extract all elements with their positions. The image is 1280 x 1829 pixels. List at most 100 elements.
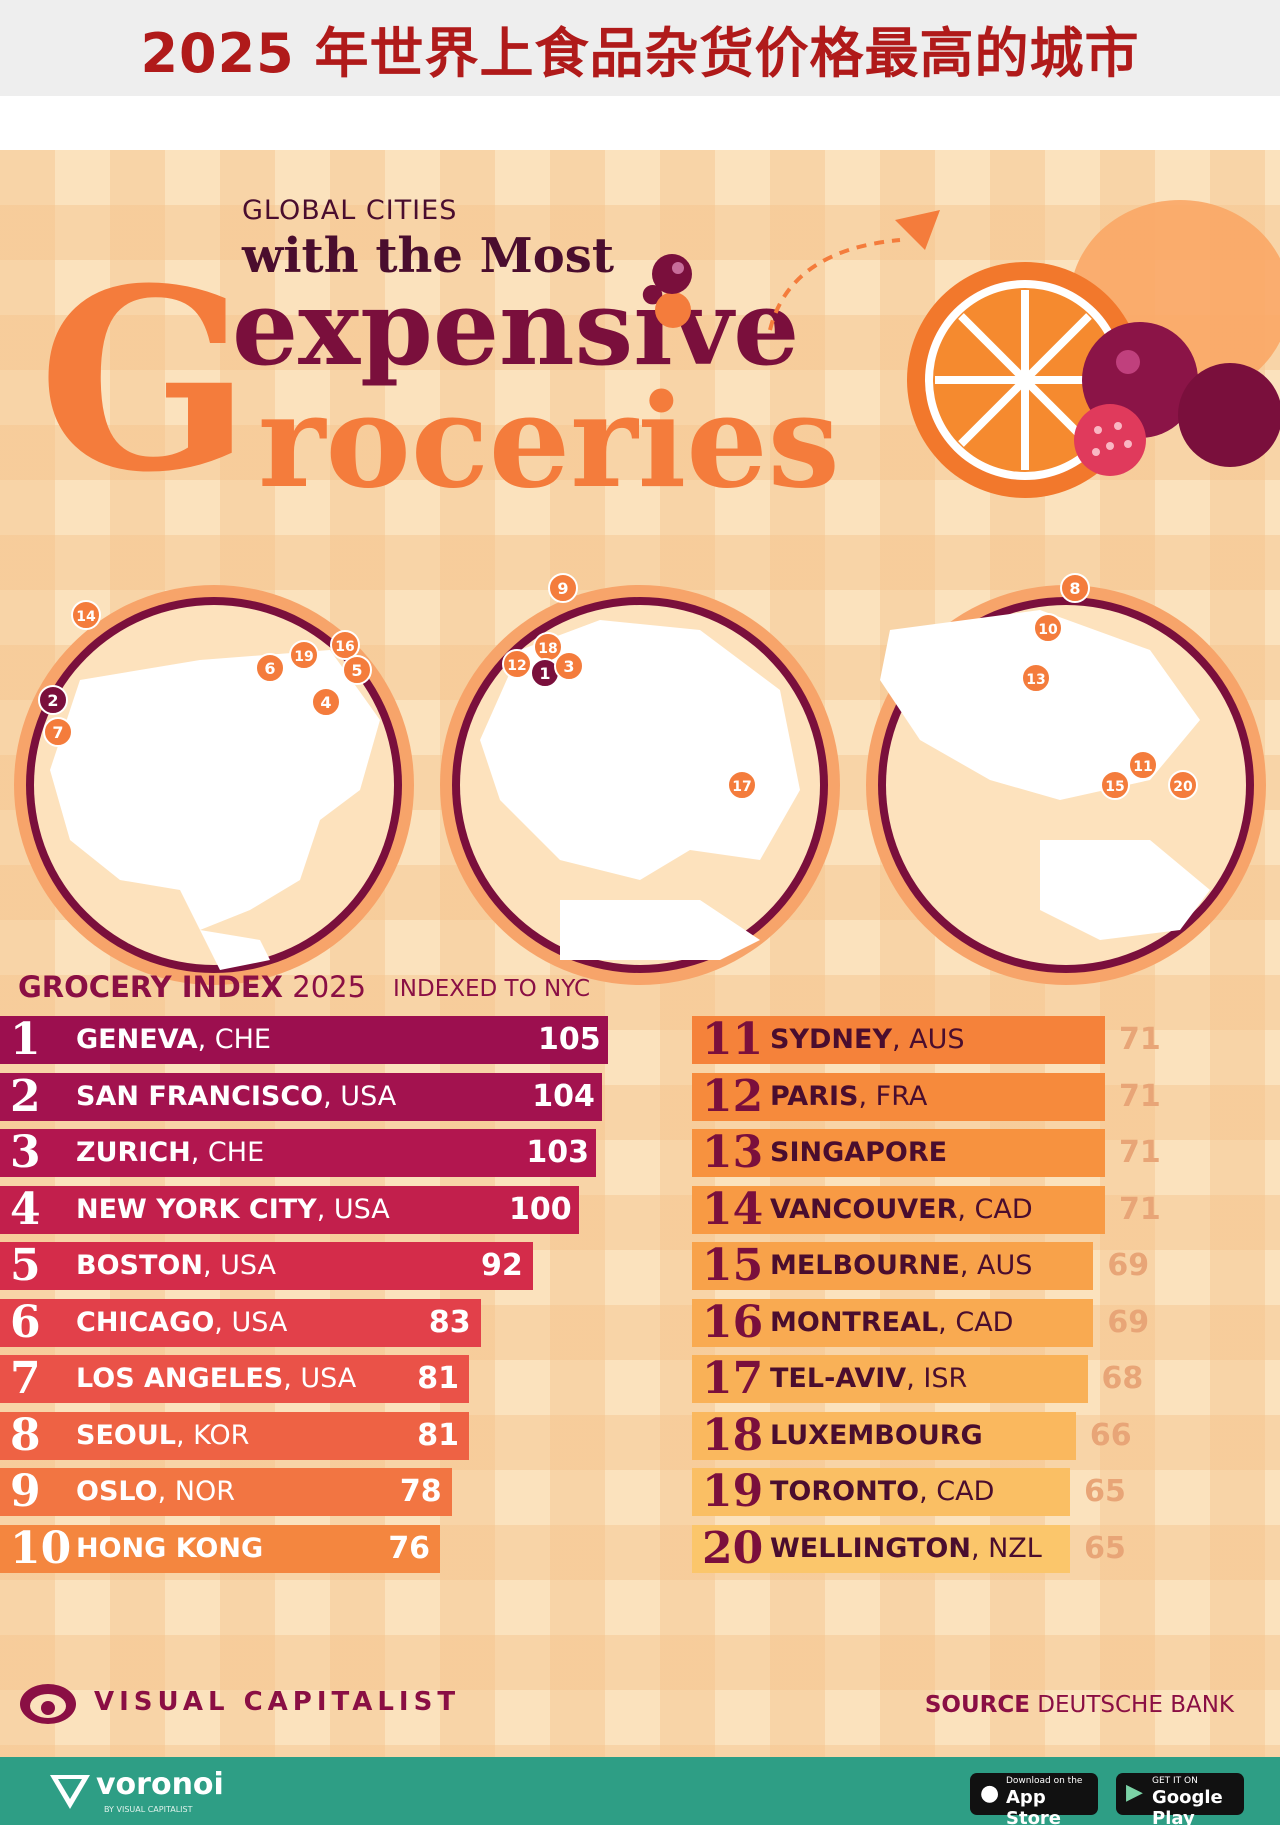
map-marker-label: 7	[52, 723, 63, 742]
bar-rank-16: 16	[702, 1296, 764, 1348]
bar-rank-5: 5	[10, 1240, 41, 1291]
map-marker-label: 8	[1069, 579, 1080, 598]
bar-7	[0, 1355, 470, 1403]
bar-15	[692, 1242, 1094, 1290]
bar-city-label: SYDNEY, AUS	[770, 1024, 965, 1055]
source-value: DEUTSCHE BANK	[1037, 1692, 1234, 1718]
map-marker-2	[38, 685, 68, 715]
bar-9	[0, 1468, 452, 1516]
app-store-small: Download on the	[1006, 1776, 1083, 1786]
bar-rank-13: 13	[702, 1127, 764, 1178]
map-marker-20	[1168, 770, 1198, 800]
bar-5	[0, 1242, 533, 1290]
bar-value-label: 69	[1107, 1248, 1150, 1283]
map-marker-17	[727, 770, 757, 800]
dashed-arrow	[768, 238, 901, 331]
map-marker-label: 18	[538, 641, 557, 657]
page-banner: 2025 年世界上食品杂货价格最高的城市	[0, 0, 1280, 96]
map-marker-label: 4	[320, 693, 331, 712]
map-marker-6	[255, 653, 285, 683]
bar-value-label: 104	[532, 1078, 595, 1114]
bar-value-label: 81	[417, 1361, 460, 1396]
chart-title: GROCERY INDEX 2025	[18, 970, 366, 1004]
map-marker-label: 1	[539, 664, 550, 683]
bar-city-label: MELBOURNE, AUS	[770, 1250, 1033, 1281]
map-marker-15	[1100, 770, 1130, 800]
bar-value-label: 65	[1084, 1474, 1126, 1509]
map-marker-label: 2	[47, 691, 58, 710]
arrow-head-icon	[895, 210, 940, 250]
map-marker-label: 5	[351, 661, 362, 680]
map-marker-5	[342, 655, 372, 685]
bar-rank-8: 8	[10, 1409, 41, 1461]
bar-12	[692, 1072, 1105, 1121]
bar-8	[0, 1411, 470, 1460]
map-marker-8	[1060, 573, 1090, 603]
bar-city-label: OSLO, NOR	[76, 1476, 235, 1507]
bar-17	[692, 1355, 1088, 1403]
brand-name: VISUAL CAPITALIST	[94, 1687, 461, 1717]
app-brand-sub: BY VISUAL CAPITALIST	[104, 1805, 193, 1814]
map-marker-label: 19	[294, 649, 313, 665]
bar-2	[0, 1072, 603, 1121]
bar-1	[0, 1016, 608, 1064]
bar-city-label: SAN FRANCISCO, USA	[76, 1080, 397, 1112]
app-footer: voronoi BY VISUAL CAPITALIST ● Download …	[0, 1757, 1280, 1829]
app-store-button[interactable]: ● Download on the App Store	[970, 1773, 1098, 1829]
bar-rank-3: 3	[10, 1127, 41, 1178]
google-play-button[interactable]: ▶ GET IT ON Google Play	[1116, 1773, 1244, 1829]
app-brand: voronoi	[96, 1767, 224, 1802]
map-markers: 14 2 7 6 19 16 5 4 9 18 12 1 3 17 8 10 13 11 15 20	[38, 573, 1198, 800]
map-marker-label: 14	[76, 609, 96, 625]
map-marker-label: 10	[1038, 622, 1058, 638]
orange-slice-icon	[907, 262, 1143, 498]
raspberry-icon	[1074, 404, 1146, 476]
bar-value-label: 68	[1101, 1361, 1144, 1396]
bar-value-label: 69	[1107, 1304, 1150, 1340]
bar-city-label: BOSTON, USA	[76, 1250, 276, 1281]
bar-rank-11: 11	[702, 1014, 764, 1065]
bar-city-label: LUXEMBOURG	[770, 1419, 983, 1451]
title-groceries: roceries	[258, 367, 840, 517]
bar-rank-15: 15	[702, 1240, 764, 1291]
bar-rank-19: 19	[702, 1466, 764, 1517]
map-marker-label: 9	[557, 579, 568, 598]
map-marker-3	[554, 651, 584, 681]
map-europe	[440, 585, 840, 985]
map-marker-label: 20	[1173, 779, 1193, 795]
bar-city-label: SEOUL, KOR	[76, 1419, 250, 1451]
kicker-text: GLOBAL CITIES	[242, 195, 458, 226]
bar-rank-4: 4	[10, 1183, 41, 1235]
bar-14	[692, 1185, 1105, 1234]
apple-icon: ●	[980, 1781, 1000, 1806]
bar-18	[692, 1411, 1076, 1460]
page-title: 2025 年世界上食品杂货价格最高的城市	[140, 21, 1140, 85]
title-expensive: expensive	[232, 266, 800, 389]
map-marker-label: 12	[507, 658, 526, 674]
subtitle-text: with the Most	[242, 228, 614, 284]
bar-value-label: 81	[417, 1417, 460, 1453]
bar-6	[0, 1298, 481, 1347]
bar-13	[692, 1129, 1105, 1177]
bar-value-label: 71	[1119, 1022, 1161, 1057]
region-maps: 14 2 7 6 19 16 5 4 9 18 12 1 3 17 8 10 13 11 15 20	[14, 573, 1266, 985]
bar-city-label: LOS ANGELES, USA	[76, 1363, 357, 1394]
mini-orange-icon	[655, 292, 691, 328]
chart-title-bold: GROCERY INDEX	[18, 970, 284, 1004]
infographic: GLOBAL CITIES with the Most expensive G …	[0, 150, 1280, 1757]
chart-title-year: 2025	[292, 970, 367, 1004]
bar-3	[0, 1129, 597, 1177]
bar-city-label: TORONTO, CAD	[770, 1476, 995, 1507]
map-marker-11	[1128, 750, 1158, 780]
bar-rank-6: 6	[10, 1296, 41, 1348]
map-marker-label: 17	[732, 779, 751, 795]
bar-city-label: SINGAPORE	[770, 1137, 948, 1168]
bar-value-label: 66	[1089, 1417, 1132, 1453]
map-marker-label: 13	[1026, 672, 1045, 688]
map-marker-4	[311, 687, 341, 717]
map-marker-label: 6	[264, 659, 275, 678]
source-label: SOURCE	[924, 1692, 1030, 1718]
map-marker-12	[502, 649, 532, 679]
bar-rank-7: 7	[10, 1353, 41, 1404]
bar-rank-18: 18	[702, 1409, 764, 1461]
